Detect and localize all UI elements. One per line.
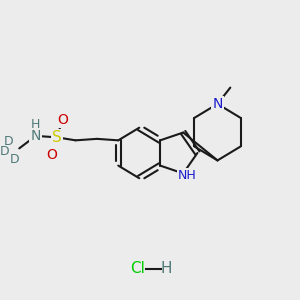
Text: NH: NH bbox=[178, 169, 196, 182]
Text: D: D bbox=[4, 135, 13, 148]
Text: N: N bbox=[31, 129, 41, 143]
Text: O: O bbox=[46, 148, 57, 162]
Text: O: O bbox=[57, 113, 68, 127]
Text: D: D bbox=[0, 146, 9, 158]
Text: Cl: Cl bbox=[130, 261, 145, 276]
Text: N: N bbox=[212, 97, 223, 111]
Text: D: D bbox=[9, 153, 19, 166]
Text: H: H bbox=[31, 118, 40, 131]
Text: S: S bbox=[52, 130, 62, 145]
Text: H: H bbox=[160, 261, 172, 276]
